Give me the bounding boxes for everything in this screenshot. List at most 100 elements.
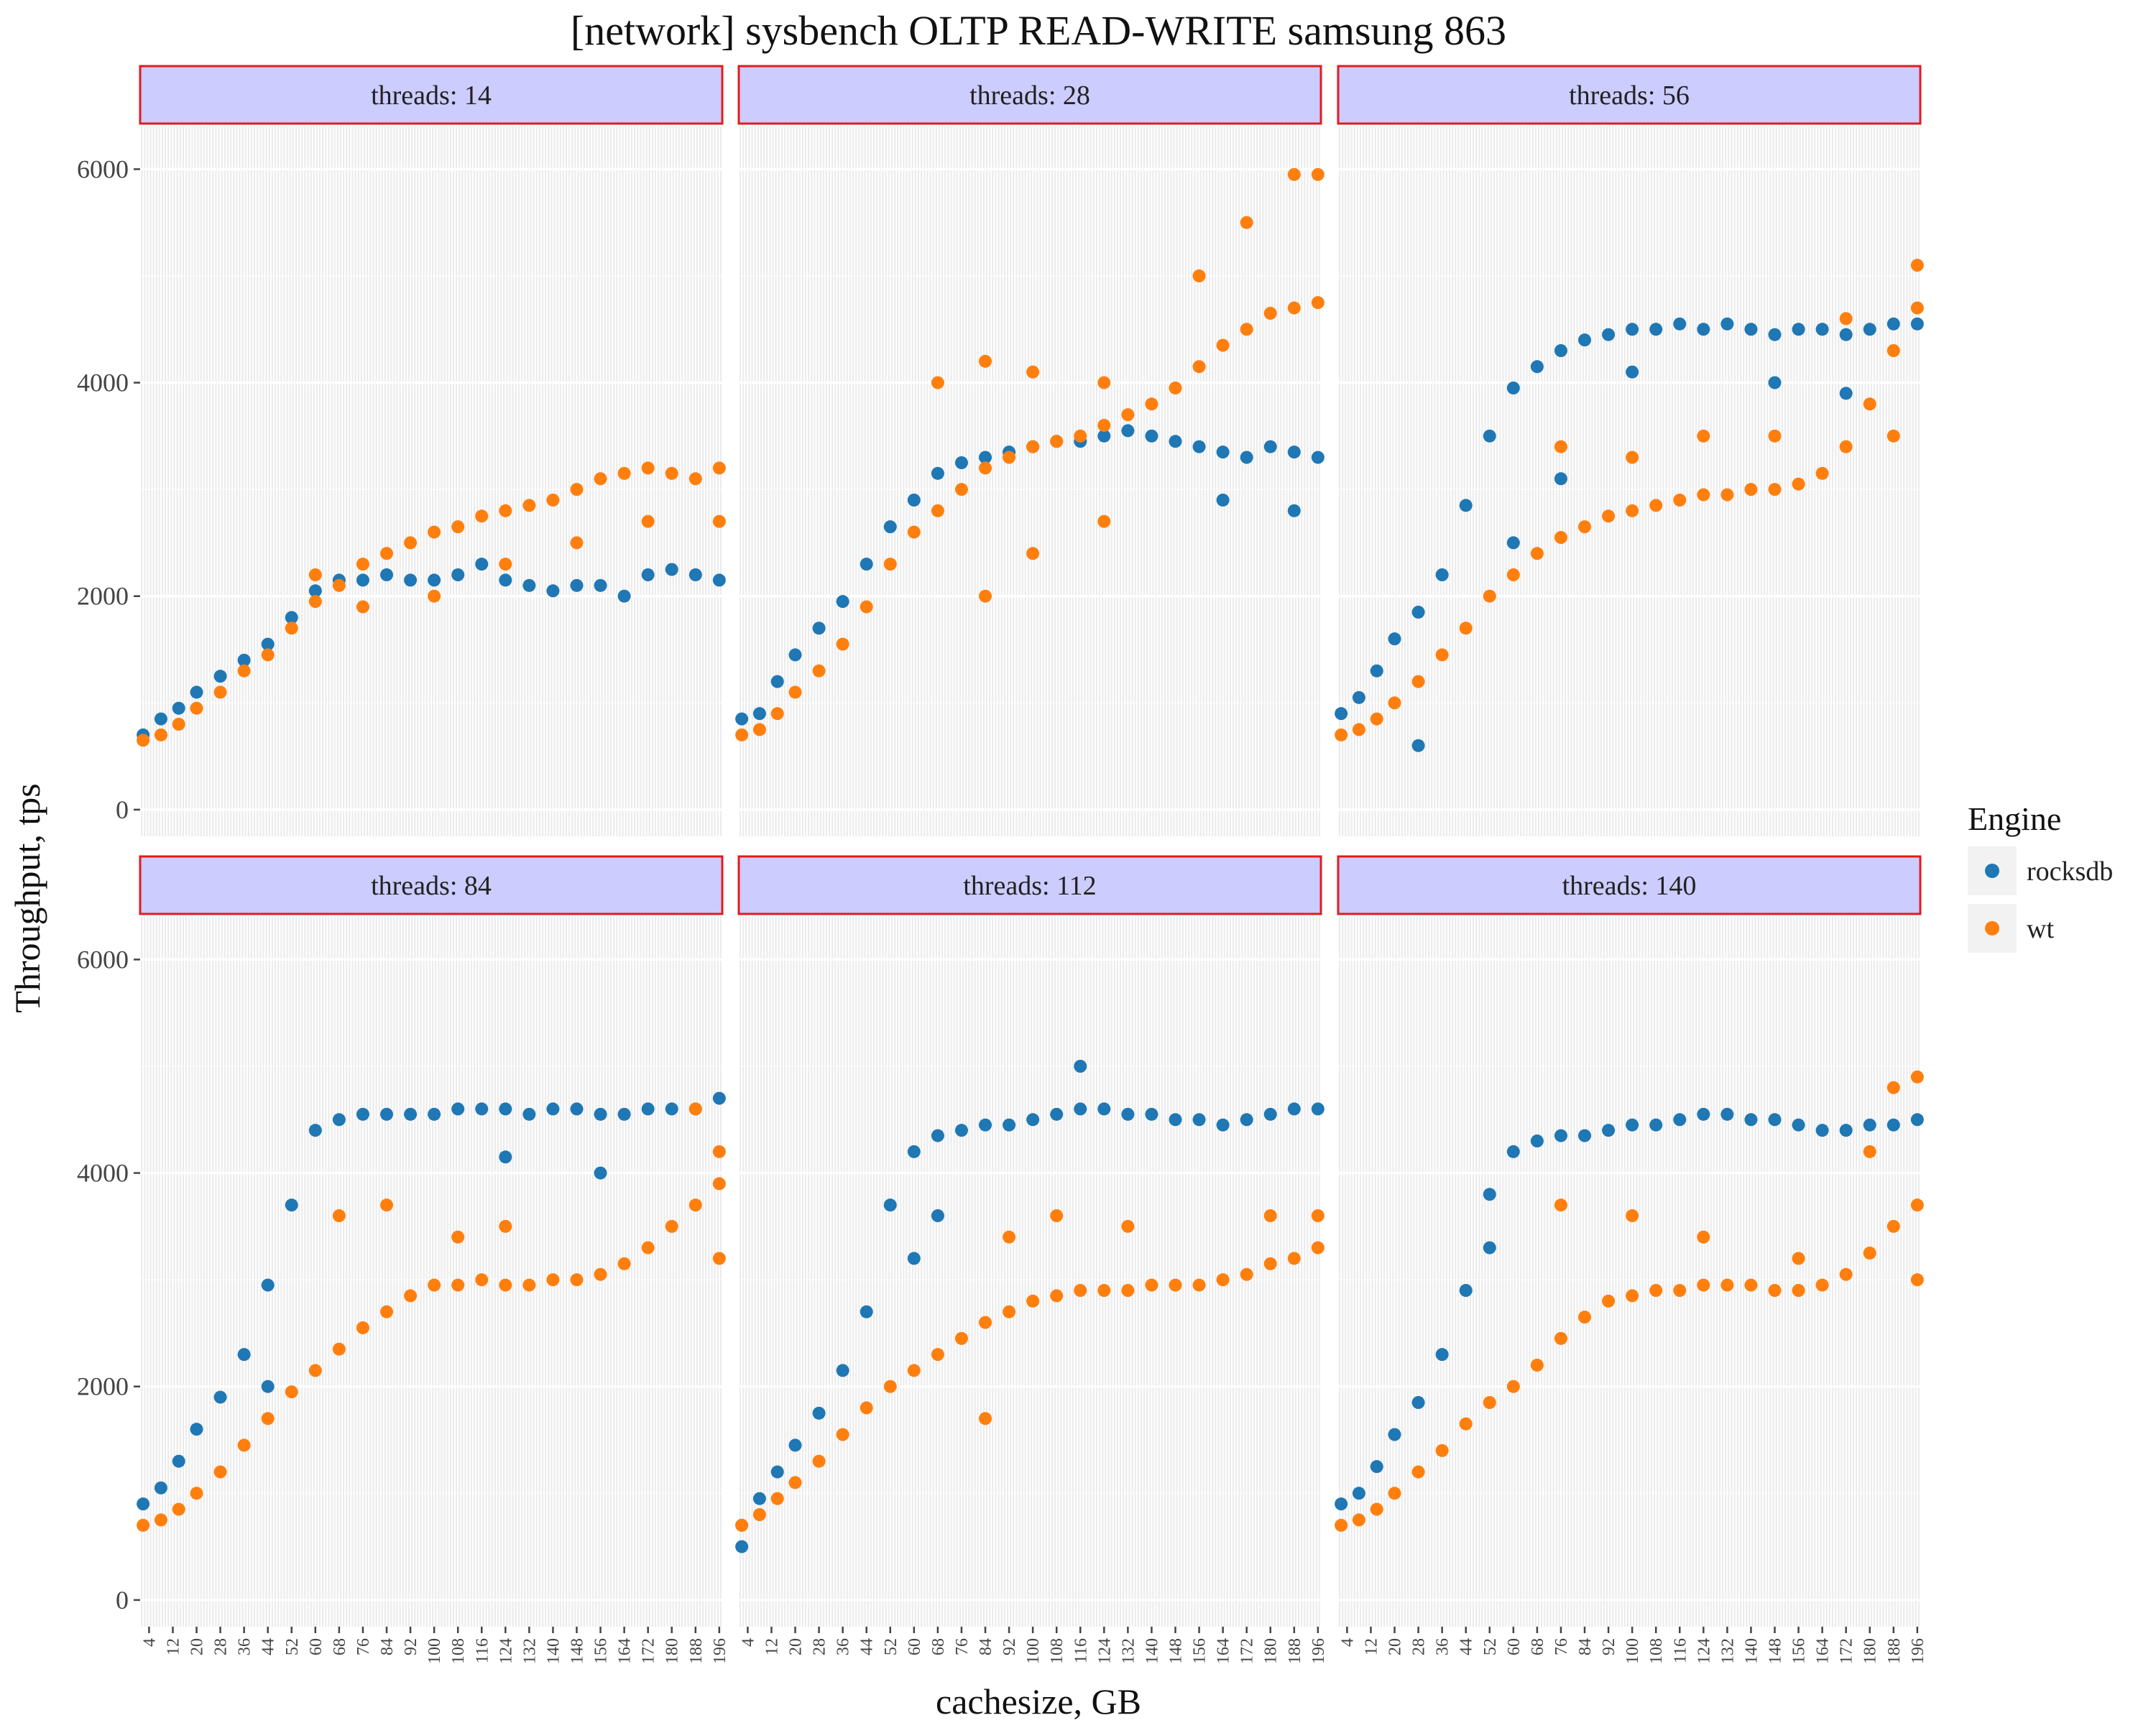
data-point — [883, 1198, 897, 1212]
data-point — [475, 509, 489, 523]
data-point — [1886, 1081, 1900, 1094]
data-point — [154, 712, 167, 726]
data-point — [1074, 1060, 1087, 1073]
data-point — [1370, 1460, 1383, 1474]
data-point — [836, 1364, 849, 1377]
data-point — [1240, 1113, 1253, 1127]
x-tick-label: 108 — [1647, 1638, 1666, 1664]
data-point — [1192, 440, 1206, 453]
panel-3: threads: 56 — [1335, 65, 1924, 836]
data-point — [1910, 259, 1924, 272]
data-point — [570, 578, 584, 592]
data-point — [1506, 568, 1520, 581]
data-point — [1097, 419, 1111, 432]
data-point — [1815, 1278, 1829, 1292]
x-tick-label: 196 — [1909, 1638, 1927, 1664]
data-point — [1530, 1359, 1544, 1372]
x-tick-label: 156 — [1191, 1638, 1210, 1664]
data-point — [237, 1348, 251, 1362]
x-tick-label: 44 — [259, 1638, 278, 1655]
x-tick-label: 148 — [568, 1638, 587, 1664]
data-point — [907, 1364, 921, 1377]
data-point — [137, 734, 150, 747]
data-point — [1626, 1209, 1639, 1222]
x-tick-label: 52 — [882, 1638, 900, 1655]
data-point — [428, 1107, 441, 1121]
data-point — [1169, 1278, 1182, 1292]
x-tick-label: 12 — [763, 1638, 781, 1655]
data-point — [1388, 1428, 1401, 1441]
data-point — [1370, 1502, 1383, 1516]
data-point — [665, 1219, 678, 1233]
data-point — [712, 514, 726, 528]
data-point — [332, 1342, 346, 1356]
data-point — [1263, 1209, 1277, 1222]
data-point — [883, 1380, 897, 1393]
data-point — [641, 1241, 655, 1255]
data-point — [641, 461, 655, 475]
series-wt — [137, 1102, 726, 1532]
data-point — [1050, 1289, 1064, 1303]
data-point — [451, 520, 465, 534]
data-point — [812, 664, 826, 678]
y-tick-label: 2000 — [77, 1372, 129, 1401]
data-point — [1192, 1278, 1206, 1292]
data-point — [688, 1198, 702, 1212]
x-tick-label: 164 — [616, 1638, 635, 1664]
data-point — [1910, 1273, 1924, 1287]
data-point — [1240, 1267, 1253, 1281]
data-point — [451, 1230, 465, 1244]
data-point — [931, 466, 944, 480]
data-point — [522, 499, 536, 512]
data-point — [1839, 312, 1853, 325]
data-point — [712, 1252, 726, 1265]
data-point — [1026, 547, 1040, 560]
data-point — [979, 451, 992, 464]
data-point — [1863, 1118, 1876, 1132]
data-point — [594, 1166, 607, 1180]
data-point — [1435, 568, 1449, 581]
data-point — [1720, 1107, 1734, 1121]
data-point — [499, 1219, 512, 1233]
data-point — [788, 648, 802, 662]
data-point — [522, 1278, 536, 1292]
data-point — [237, 664, 251, 678]
x-tick-label: 196 — [711, 1638, 729, 1664]
data-point — [1554, 440, 1567, 453]
data-point — [1388, 1487, 1401, 1500]
data-point — [1839, 328, 1853, 341]
data-point — [1530, 1135, 1544, 1147]
data-point — [404, 573, 418, 587]
data-point — [1886, 1118, 1900, 1132]
panel-2: threads: 28 — [735, 65, 1325, 836]
data-point — [770, 675, 784, 688]
x-tick-label: 20 — [787, 1638, 806, 1655]
x-tick-label: 60 — [307, 1638, 326, 1655]
x-tick-label: 36 — [834, 1638, 853, 1655]
data-point — [1411, 675, 1425, 688]
y-tick-label: 4000 — [77, 1159, 129, 1188]
data-point — [1697, 1107, 1710, 1121]
x-tick-label: 68 — [929, 1638, 948, 1655]
data-point — [907, 1252, 921, 1265]
data-point — [332, 1209, 346, 1222]
data-point — [1003, 1118, 1016, 1132]
data-point — [788, 685, 802, 699]
data-point — [1074, 429, 1087, 443]
chart-title: [network] sysbench OLTP READ-WRITE samsu… — [571, 7, 1506, 54]
data-point — [428, 525, 441, 539]
data-point — [475, 1273, 489, 1287]
data-point — [1097, 429, 1111, 443]
x-tick-label: 4 — [140, 1638, 159, 1647]
data-point — [752, 723, 766, 736]
data-point — [1483, 1241, 1496, 1255]
data-point — [356, 558, 369, 571]
data-point — [617, 466, 631, 480]
data-point — [812, 1406, 826, 1420]
data-point — [546, 1273, 560, 1287]
data-point — [1863, 323, 1876, 336]
data-point — [499, 1150, 512, 1164]
x-tick-label: 132 — [1119, 1638, 1138, 1664]
data-point — [1602, 509, 1616, 523]
data-point — [404, 1107, 418, 1121]
